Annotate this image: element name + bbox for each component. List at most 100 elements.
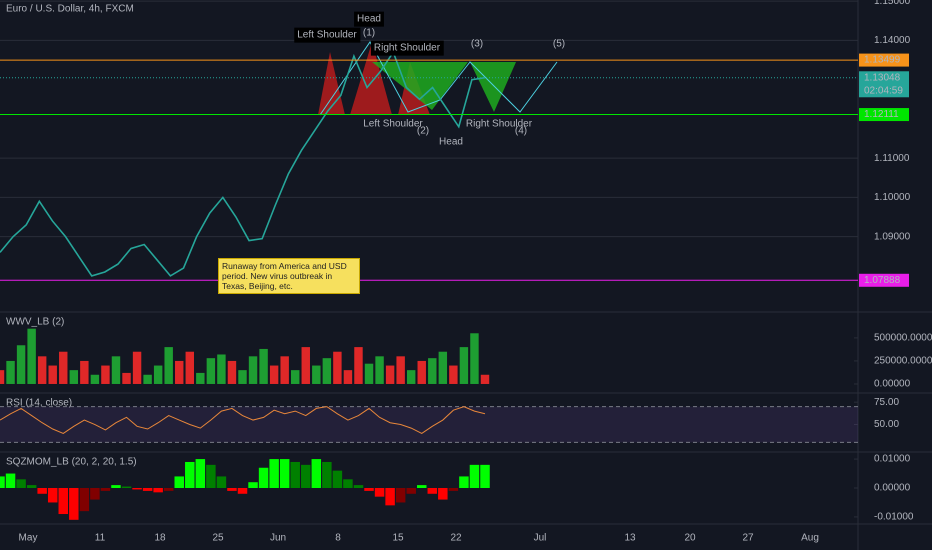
annotation: (2) xyxy=(417,126,429,137)
momentum-bar xyxy=(395,488,406,503)
volume-bar xyxy=(16,345,26,384)
volume-bar xyxy=(291,370,300,384)
volume-bar xyxy=(238,370,247,384)
volume-bar xyxy=(175,360,184,384)
volume-bar xyxy=(111,356,121,384)
y-tick-label: 250000.00000 xyxy=(874,356,932,367)
momentum-bar xyxy=(322,461,332,488)
volume-bar xyxy=(59,351,68,384)
volume-bar xyxy=(37,356,47,384)
x-tick-label: Aug xyxy=(801,533,819,544)
momentum-bar xyxy=(174,476,184,488)
volume-bar xyxy=(301,347,310,384)
pattern-drawings xyxy=(318,41,558,116)
y-tick-label: 1.15000 xyxy=(874,0,911,7)
momentum-bar xyxy=(79,488,90,512)
annotation-box xyxy=(354,11,384,27)
price-label: 1.07888 xyxy=(864,275,901,286)
annotation: (3) xyxy=(471,39,483,50)
volume-bar xyxy=(417,360,426,384)
momentum-bar xyxy=(69,488,79,520)
y-tick-label: 0.00000 xyxy=(874,483,911,494)
annotation: Head xyxy=(357,14,381,25)
momentum-bar xyxy=(343,479,353,488)
momentum-bar xyxy=(459,476,469,488)
pane-title: RSI (14, close) xyxy=(6,398,72,409)
momentum-bar xyxy=(90,488,100,500)
volume-bar xyxy=(428,358,437,384)
momentum-bar xyxy=(438,488,448,500)
x-tick-label: 8 xyxy=(335,533,341,544)
momentum-bar xyxy=(163,488,174,491)
x-tick-label: Jul xyxy=(534,533,547,544)
volume-bar xyxy=(153,365,163,384)
green-triangle xyxy=(372,62,468,110)
red-triangle xyxy=(350,42,392,115)
x-tick-label: Jun xyxy=(270,533,286,544)
price-label-box xyxy=(859,71,909,98)
momentum-bar xyxy=(206,464,216,488)
momentum-bar xyxy=(258,467,269,488)
pane-title: Euro / U.S. Dollar, 4h, FXCM xyxy=(6,4,134,15)
volume-bar xyxy=(312,365,321,384)
x-tick-label: May xyxy=(19,533,38,544)
volume-bar xyxy=(259,348,268,384)
momentum-bar xyxy=(111,485,121,488)
price-line xyxy=(0,406,486,435)
momentum-bar xyxy=(0,476,5,488)
momentum-bar xyxy=(37,488,47,494)
annotation: Right Shoulder xyxy=(374,43,441,54)
volume-bar xyxy=(80,360,89,384)
annotation-box xyxy=(294,27,361,43)
x-tick-label: 15 xyxy=(392,533,404,544)
price-label-box xyxy=(859,108,909,122)
momentum-bar xyxy=(480,464,490,488)
y-tick-label: 1.14000 xyxy=(874,35,911,46)
volume-bar xyxy=(333,351,342,384)
volume-bar xyxy=(69,370,79,384)
annotation: Left Shoulder xyxy=(297,30,357,41)
price-label: 1.13499 xyxy=(864,55,901,66)
momentum-bar xyxy=(364,488,374,491)
annotation: Right Shoulder xyxy=(466,119,533,130)
momentum-bar xyxy=(5,473,16,488)
momentum-bar xyxy=(248,482,258,488)
momentum-bar xyxy=(185,461,195,488)
y-tick-label: 1.11000 xyxy=(874,153,910,164)
y-tick-label: 0.00000 xyxy=(874,379,911,390)
price-label: 1.13048 xyxy=(864,72,901,83)
annotation: (1) xyxy=(363,28,375,39)
momentum-bar xyxy=(353,485,364,488)
y-tick-label: 1.09000 xyxy=(874,231,911,242)
volume-bar xyxy=(248,356,258,384)
volume-bar xyxy=(459,347,469,384)
volume-bar xyxy=(0,370,5,384)
momentum-bar xyxy=(469,464,480,488)
volume-bar xyxy=(206,358,216,384)
x-tick-label: 20 xyxy=(684,533,696,544)
x-tick-label: 18 xyxy=(154,533,166,544)
momentum-bar xyxy=(301,464,311,488)
volume-bar xyxy=(269,365,279,384)
volume-bar xyxy=(406,370,416,384)
volume-bar xyxy=(164,347,173,384)
volume-bar xyxy=(122,372,131,384)
x-tick-label: 25 xyxy=(212,533,224,544)
price-label-box xyxy=(859,53,909,67)
volume-bar xyxy=(354,347,363,384)
volume-bar xyxy=(322,358,332,384)
volume-bar xyxy=(364,363,374,384)
countdown: 02:04:59 xyxy=(864,85,903,96)
volume-bar xyxy=(385,365,395,384)
volume-bar xyxy=(438,351,448,384)
volume-bar xyxy=(27,328,36,384)
x-tick-label: 22 xyxy=(450,533,462,544)
momentum-bar xyxy=(195,459,206,488)
green-triangle xyxy=(470,62,516,112)
y-tick-label: 0.01000 xyxy=(874,454,911,465)
momentum-bar xyxy=(100,488,111,491)
y-tick-label: 500000.00000 xyxy=(874,333,932,344)
